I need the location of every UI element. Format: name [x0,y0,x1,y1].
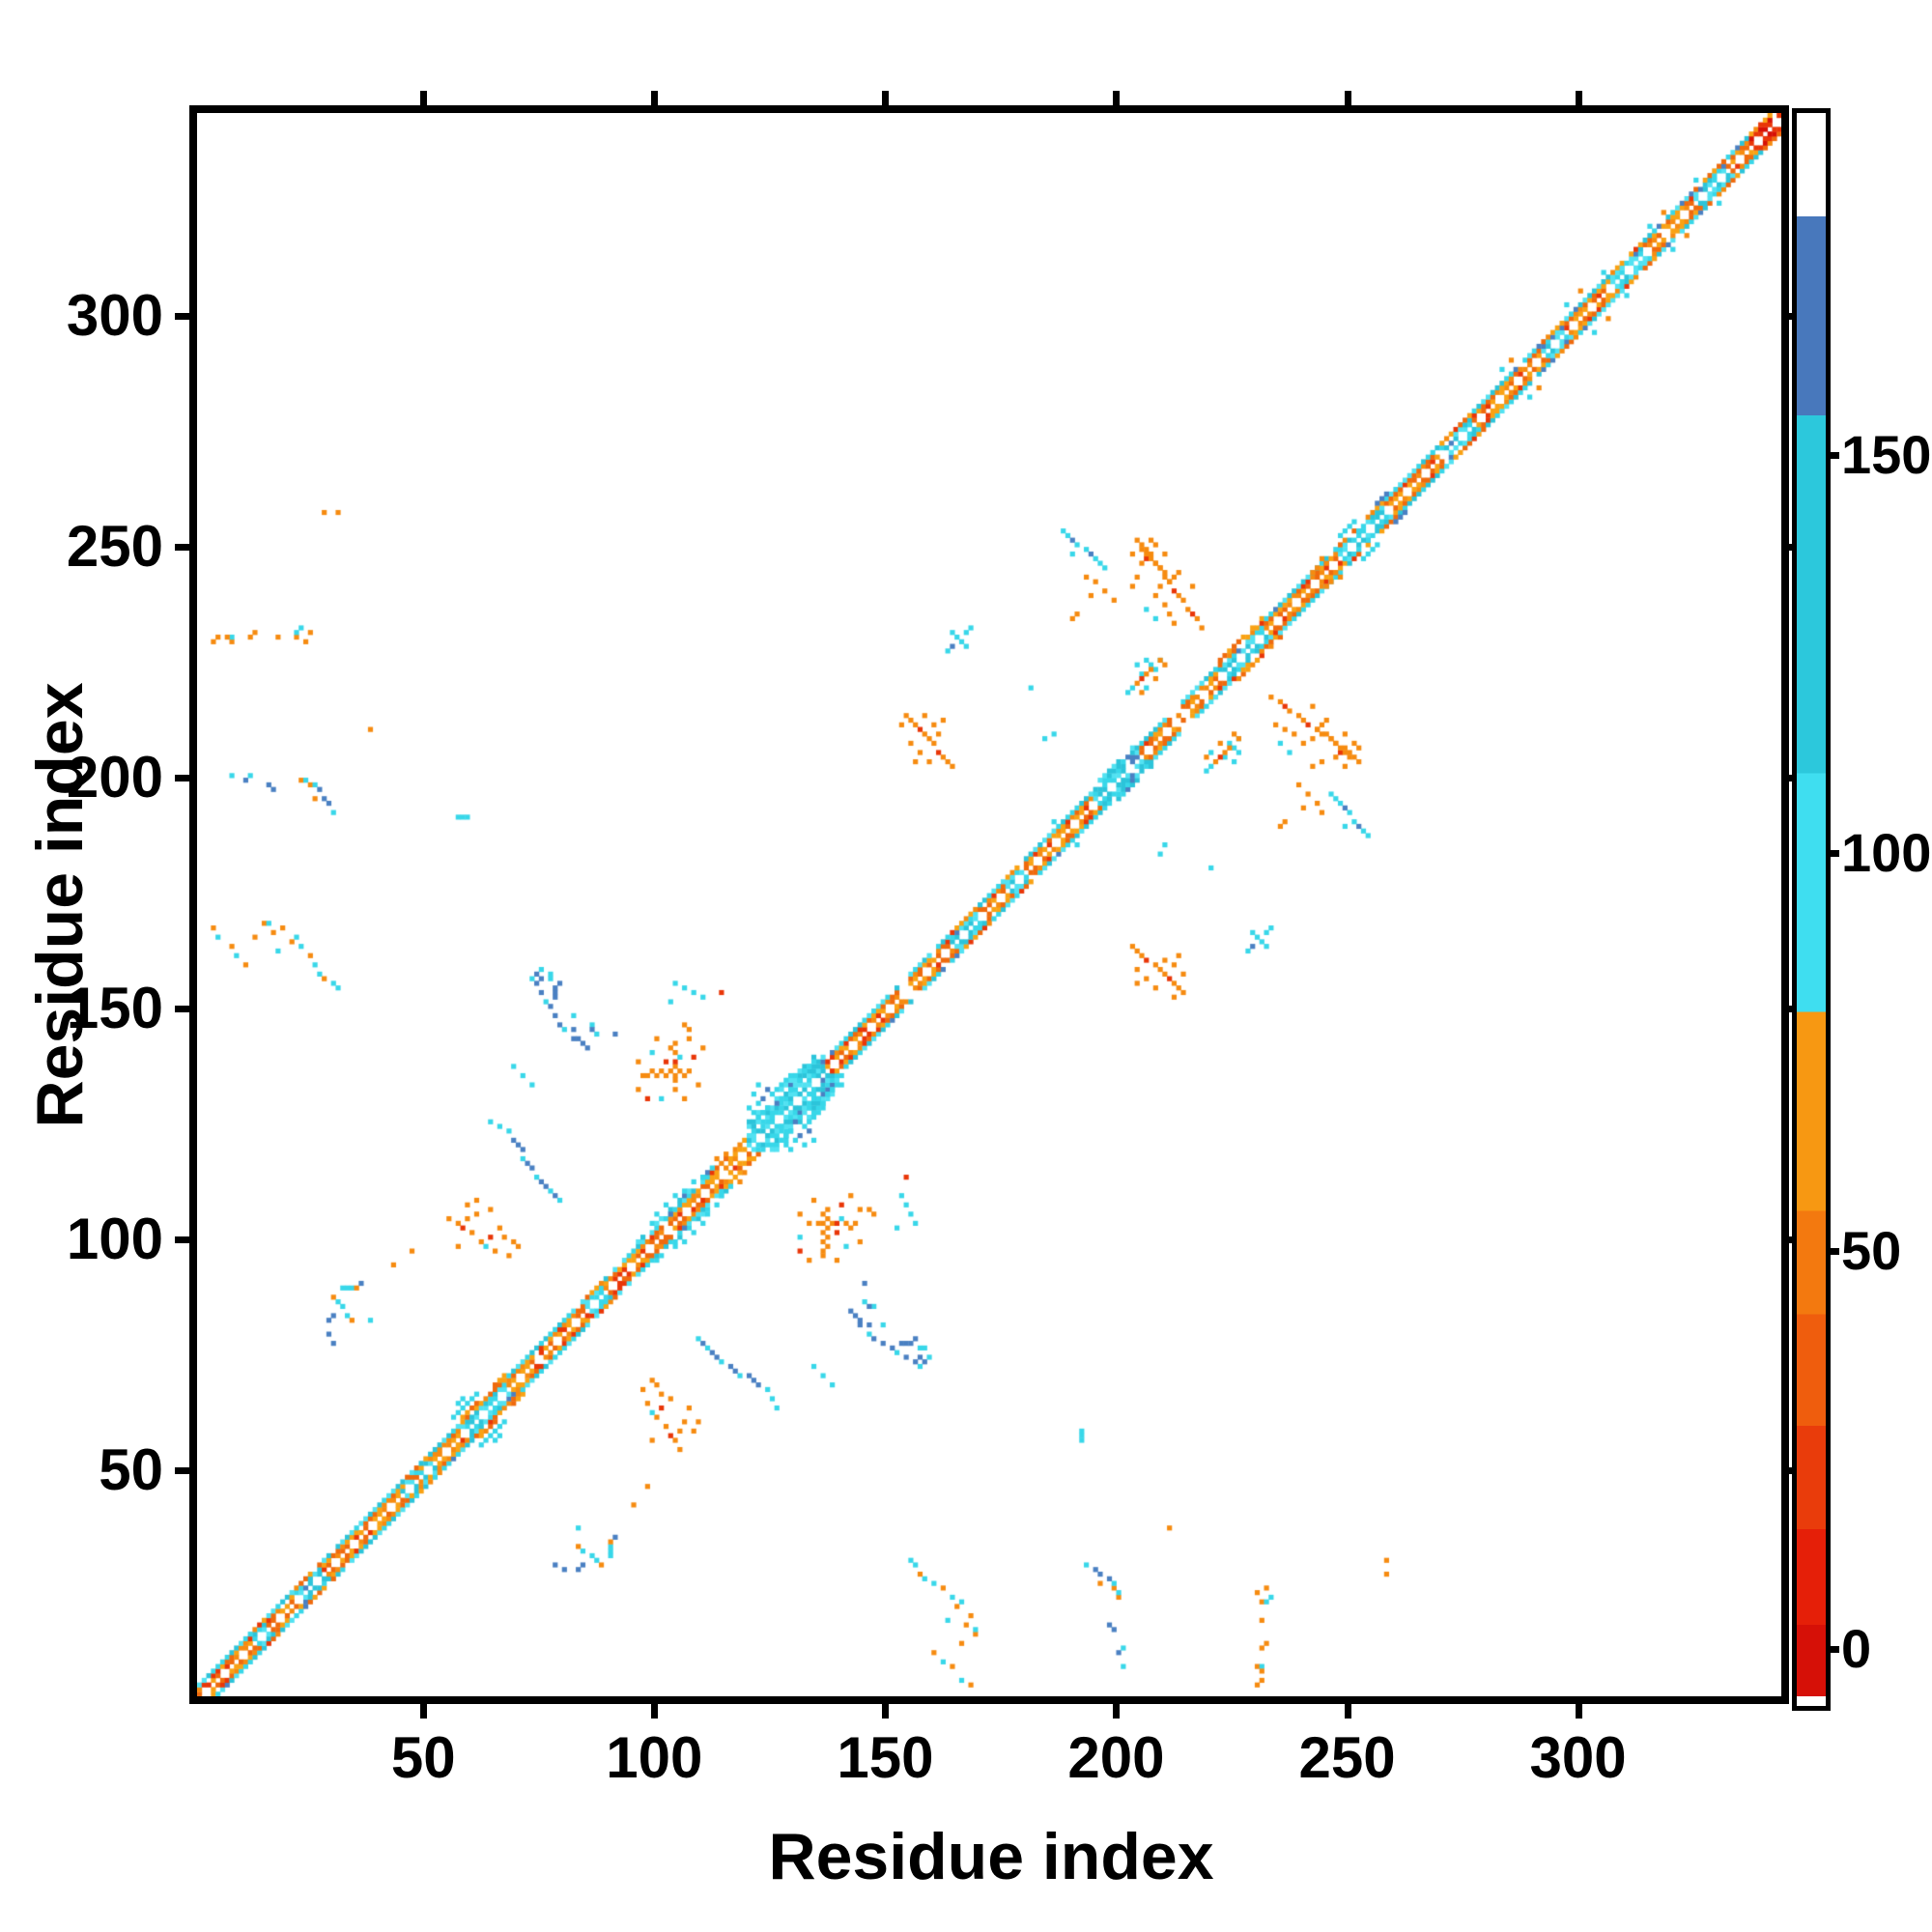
y-tick-label: 100 [66,1206,163,1271]
y-axis-title: Residue index [23,682,97,1128]
x-tick-mark [882,1704,890,1719]
colorbar-tick-label: 50 [1841,1219,1902,1281]
x-tick-mark [1575,1704,1582,1719]
colorbar-tick-mark [1826,1645,1839,1653]
colorbar-tick-mark [1826,452,1839,460]
x-tick-mark [651,1704,659,1719]
y-tick-label: 250 [66,514,163,580]
x-tick-mark-top [420,91,428,105]
y-tick-mark [175,1236,189,1243]
x-tick-label: 200 [1067,1725,1165,1790]
x-tick-label: 250 [1298,1725,1396,1790]
y-tick-mark [175,1006,189,1012]
x-axis-title: Residue index [768,1820,1214,1893]
y-tick-mark [175,313,189,321]
x-tick-label: 50 [390,1725,456,1790]
y-tick-label: 50 [99,1436,163,1502]
x-tick-mark-top [1344,91,1351,105]
contact-map-heatmap [197,113,1781,1696]
x-tick-mark [420,1704,428,1719]
colorbar-tick-label: 150 [1841,424,1932,486]
y-tick-label: 150 [66,976,163,1040]
y-tick-mark [175,775,189,782]
x-tick-label: 100 [606,1725,703,1790]
y-tick-mark [175,544,189,552]
colorbar-tick-label: 0 [1841,1617,1872,1679]
x-tick-mark [1344,1704,1351,1719]
x-tick-mark-top [882,91,890,105]
colorbar-tick-mark [1826,849,1839,857]
x-tick-mark [1113,1704,1121,1719]
x-tick-label: 300 [1529,1725,1627,1790]
y-tick-label: 200 [66,745,163,810]
y-tick-mark [175,1466,189,1474]
colorbar-gradient [1797,113,1826,1696]
x-tick-mark-top [1113,91,1121,105]
x-tick-mark-top [1575,91,1582,105]
x-tick-label: 150 [837,1725,934,1790]
colorbar [1792,108,1831,1711]
y-tick-label: 300 [66,283,163,349]
colorbar-tick-label: 100 [1841,821,1932,883]
x-tick-mark-top [651,91,659,105]
colorbar-tick-mark [1826,1247,1839,1255]
